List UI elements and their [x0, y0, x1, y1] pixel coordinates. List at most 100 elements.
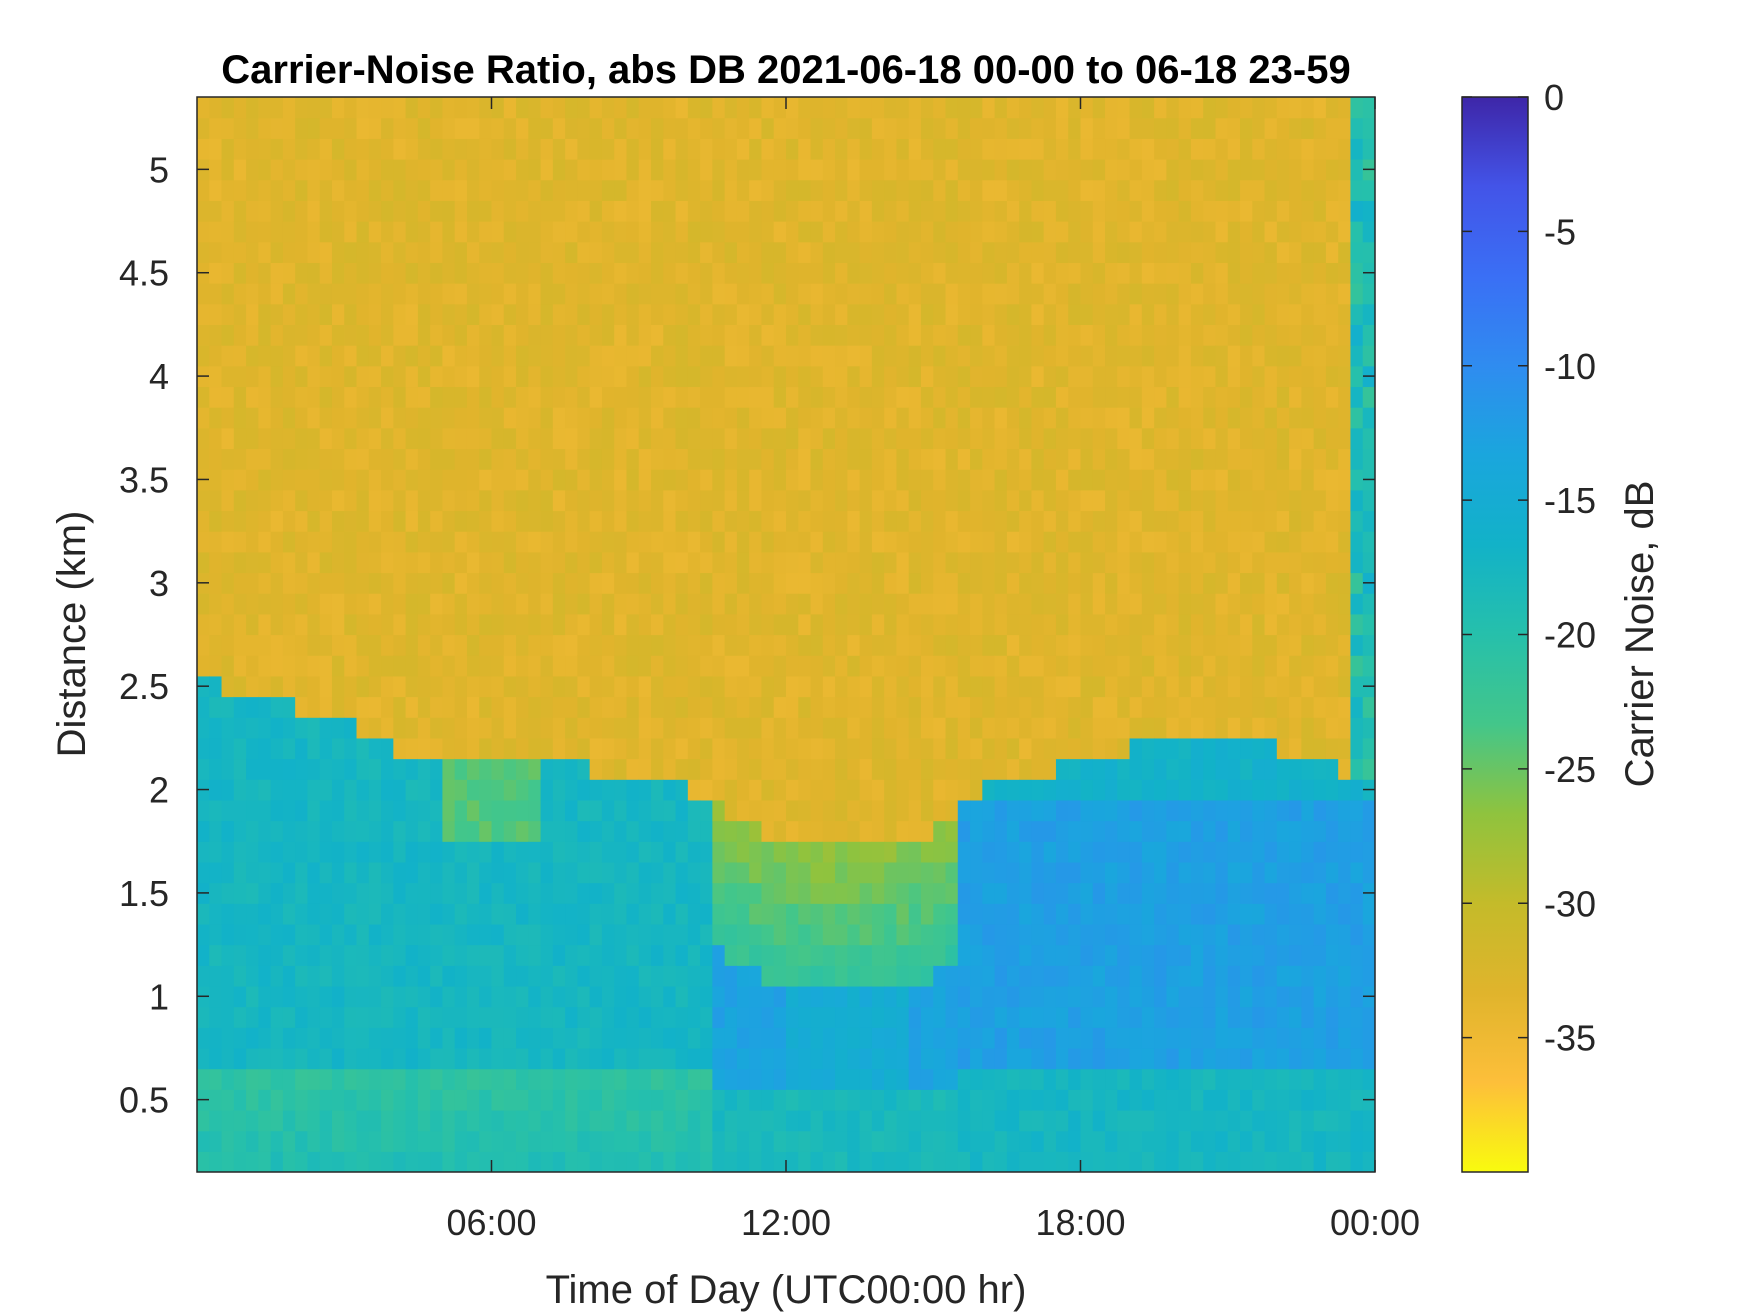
heatmap-cell	[233, 1089, 247, 1111]
heatmap-cell	[417, 944, 431, 966]
heatmap-cell	[528, 779, 542, 801]
heatmap-cell	[871, 1047, 885, 1070]
heatmap-cell	[1289, 324, 1302, 346]
heatmap-cell	[258, 386, 272, 408]
heatmap-cell	[1178, 324, 1192, 346]
heatmap-cell	[307, 345, 321, 367]
heatmap-cell	[1031, 324, 1045, 346]
heatmap-cell	[503, 841, 517, 863]
heatmap-cell	[663, 386, 677, 408]
heatmap-cell	[1362, 820, 1375, 842]
heatmap-cell	[282, 799, 296, 822]
heatmap-cell	[1338, 903, 1352, 925]
heatmap-cell	[687, 324, 701, 346]
heatmap-cell	[871, 345, 885, 367]
heatmap-cell	[442, 510, 456, 532]
heatmap-cell	[896, 345, 910, 367]
heatmap-cell	[1043, 179, 1057, 201]
heatmap-cell	[1141, 923, 1155, 946]
heatmap-cell	[356, 283, 370, 305]
heatmap-cell	[1227, 1027, 1241, 1049]
heatmap-cell	[994, 1109, 1008, 1132]
heatmap-cell	[1068, 1089, 1082, 1111]
heatmap-cell	[307, 820, 321, 842]
heatmap-cell	[933, 510, 947, 532]
heatmap-cell	[749, 634, 763, 656]
heatmap-cell	[1240, 696, 1253, 718]
heatmap-cell	[970, 365, 983, 388]
heatmap-cell	[1289, 655, 1302, 677]
heatmap-cell	[246, 510, 259, 532]
heatmap-cell	[282, 944, 296, 966]
heatmap-cell	[1313, 469, 1327, 491]
heatmap-cell	[773, 696, 787, 718]
heatmap-cell	[1019, 737, 1033, 760]
heatmap-cell	[675, 365, 689, 388]
heatmap-cell	[368, 531, 382, 553]
heatmap-cell	[270, 262, 284, 284]
heatmap-cell	[356, 903, 370, 925]
heatmap-cell	[1252, 841, 1266, 863]
heatmap-cell	[589, 572, 603, 594]
heatmap-cell	[565, 510, 578, 532]
heatmap-cell	[221, 1068, 235, 1090]
heatmap-cell	[442, 613, 456, 636]
heatmap-cell	[786, 427, 799, 450]
heatmap-cell	[1006, 1089, 1020, 1111]
heatmap-cell	[1252, 1109, 1266, 1132]
heatmap-cell	[822, 965, 836, 987]
heatmap-cell	[896, 386, 910, 408]
heatmap-cell	[970, 303, 983, 325]
heatmap-cell	[749, 903, 763, 925]
heatmap-cell	[307, 696, 321, 718]
heatmap-cell	[1240, 283, 1253, 305]
heatmap-cell	[1362, 737, 1375, 760]
heatmap-cell	[798, 159, 812, 181]
heatmap-cell	[368, 779, 382, 801]
heatmap-cell	[638, 696, 652, 718]
heatmap-cell	[331, 613, 345, 636]
heatmap-cell	[540, 365, 554, 388]
heatmap-cell	[503, 696, 517, 718]
heatmap-cell	[393, 1047, 407, 1070]
heatmap-cell	[1325, 345, 1339, 367]
heatmap-cell	[442, 262, 456, 284]
heatmap-cell	[1215, 841, 1229, 863]
heatmap-cell	[663, 903, 677, 925]
heatmap-cell	[270, 510, 284, 532]
heatmap-cell	[1338, 841, 1352, 863]
heatmap-cell	[516, 613, 529, 636]
heatmap-cell	[258, 1109, 272, 1132]
heatmap-cell	[1068, 572, 1082, 594]
heatmap-cell	[246, 365, 259, 388]
heatmap-cell	[798, 799, 812, 822]
heatmap-cell	[1043, 221, 1057, 243]
heatmap-cell	[675, 138, 689, 160]
heatmap-cell	[810, 241, 824, 263]
heatmap-cell	[1350, 882, 1364, 904]
heatmap-cell	[810, 138, 824, 160]
heatmap-cell	[663, 882, 677, 904]
heatmap-cell	[687, 551, 701, 574]
heatmap-cell	[1166, 1068, 1180, 1090]
heatmap-cell	[540, 407, 554, 429]
heatmap-cell	[957, 779, 971, 801]
heatmap-cell	[724, 882, 738, 904]
heatmap-cell	[1068, 841, 1082, 863]
heatmap-cell	[233, 262, 247, 284]
heatmap-cell	[786, 386, 799, 408]
heatmap-cell	[908, 655, 922, 677]
heatmap-cell	[1264, 717, 1278, 739]
heatmap-cell	[970, 200, 983, 222]
heatmap-cell	[920, 427, 934, 450]
heatmap-cell	[651, 1047, 664, 1070]
heatmap-cell	[1264, 593, 1278, 615]
heatmap-cell	[405, 365, 419, 388]
heatmap-cell	[749, 1006, 763, 1028]
heatmap-cell	[1006, 1109, 1020, 1132]
heatmap-cell	[859, 489, 873, 512]
heatmap-cell	[810, 531, 824, 553]
heatmap-cell	[651, 159, 664, 181]
heatmap-cell	[1117, 613, 1131, 636]
heatmap-cell	[1154, 345, 1167, 367]
